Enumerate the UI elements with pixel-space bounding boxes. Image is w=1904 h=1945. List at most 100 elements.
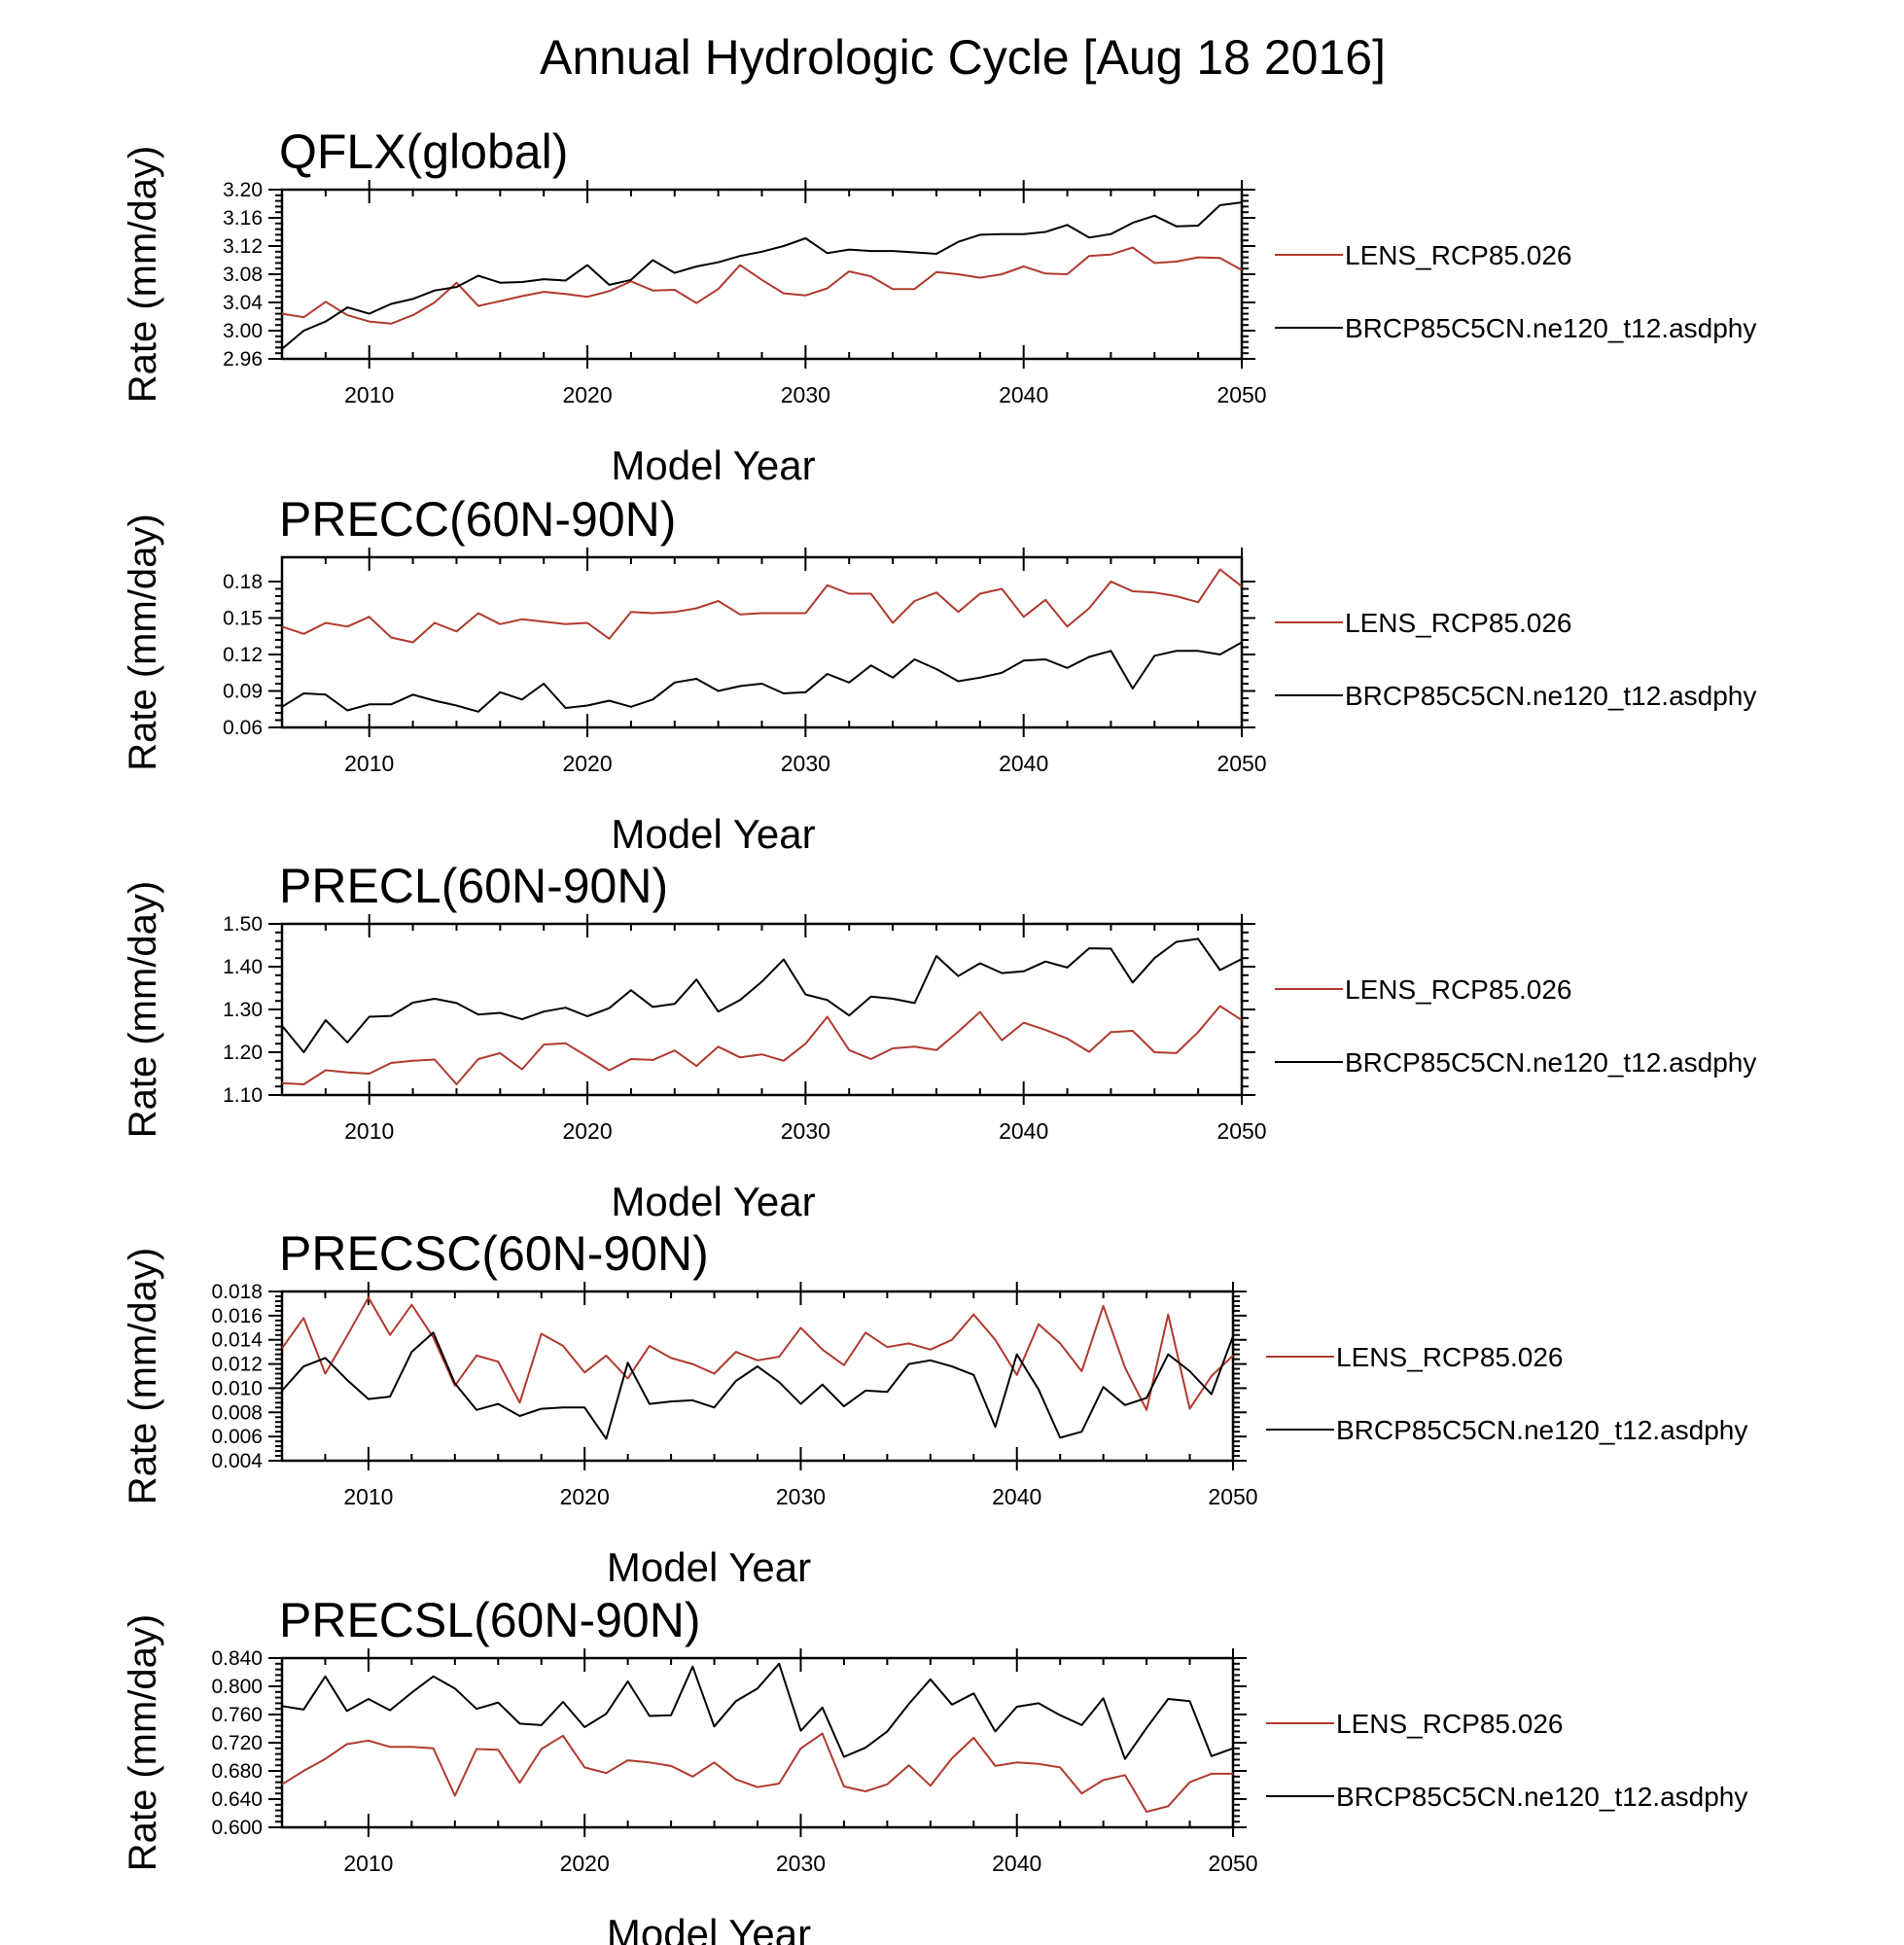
y-tick-label: 3.20 — [223, 179, 263, 201]
y-tick-label: 3.16 — [223, 207, 263, 230]
y-tick-label: 3.04 — [223, 292, 263, 314]
legend-label: BRCP85C5CN.ne120_t12.asdphy — [1336, 1415, 1747, 1445]
y-tick-label: 0.012 — [211, 1354, 263, 1376]
y-tick-label: 0.006 — [211, 1426, 263, 1448]
y-axis-label: Rate (mm/day) — [122, 881, 164, 1139]
y-tick-label: 0.15 — [223, 608, 263, 630]
x-tick-label: 2020 — [562, 382, 612, 407]
y-axis-label: Rate (mm/day) — [122, 1614, 164, 1872]
x-tick-label: 2010 — [344, 751, 394, 776]
series-line-0 — [281, 1732, 1233, 1813]
y-tick-label: 0.004 — [211, 1450, 263, 1472]
plot-frame — [280, 188, 1244, 361]
y-tick-label: 0.09 — [223, 681, 263, 703]
x-tick-label: 2050 — [1216, 751, 1266, 776]
x-axis-label: Model Year — [611, 811, 815, 857]
x-tick-label: 2010 — [344, 382, 394, 407]
legend-label: LENS_RCP85.026 — [1336, 1709, 1563, 1739]
series-line-1 — [281, 1662, 1234, 1760]
x-tick-label: 2010 — [343, 1484, 393, 1509]
y-tick-label: 0.016 — [211, 1305, 263, 1327]
x-axis-label: Model Year — [607, 1911, 811, 1945]
y-tick-label: 0.840 — [211, 1647, 263, 1670]
x-tick-label: 2050 — [1208, 1484, 1257, 1509]
y-tick-label: 2.96 — [223, 348, 263, 371]
y-tick-label: 1.30 — [223, 999, 263, 1021]
x-tick-label: 2030 — [776, 1851, 826, 1876]
legend-label: LENS_RCP85.026 — [1345, 608, 1571, 638]
x-tick-label: 2040 — [999, 751, 1048, 776]
x-tick-label: 2020 — [560, 1851, 610, 1876]
panel-title: PRECC(60N-90N) — [279, 492, 676, 547]
x-tick-label: 2010 — [343, 1851, 393, 1876]
legend-label: LENS_RCP85.026 — [1345, 240, 1571, 270]
x-tick-label: 2040 — [999, 1118, 1048, 1144]
x-axis-label: Model Year — [607, 1544, 811, 1590]
plot-frame — [280, 1290, 1235, 1463]
series-line-0 — [281, 1005, 1243, 1085]
panel-title: PRECL(60N-90N) — [279, 859, 668, 913]
legend-label: LENS_RCP85.026 — [1336, 1342, 1563, 1372]
legend-label: BRCP85C5CN.ne120_t12.asdphy — [1345, 313, 1756, 343]
series-line-1 — [281, 201, 1243, 350]
panel-title: QFLX(global) — [279, 124, 568, 179]
x-axis-label: Model Year — [611, 1179, 815, 1224]
y-axis-label: Rate (mm/day) — [122, 1248, 164, 1505]
x-tick-label: 2050 — [1208, 1851, 1257, 1876]
y-tick-label: 0.014 — [211, 1329, 263, 1352]
legend-label: BRCP85C5CN.ne120_t12.asdphy — [1345, 1047, 1756, 1078]
x-tick-label: 2030 — [781, 751, 830, 776]
series-line-1 — [281, 937, 1243, 1053]
y-axis-label: Rate (mm/day) — [122, 513, 164, 771]
y-tick-label: 0.600 — [211, 1817, 263, 1839]
main-title: Annual Hydrologic Cycle [Aug 18 2016] — [540, 30, 1386, 85]
y-tick-label: 0.680 — [211, 1760, 263, 1783]
panel-1: PRECC(60N-90N) 2010 2020 2030 2040 2050 0.06 0.… — [122, 492, 1756, 857]
y-tick-label: 1.20 — [223, 1042, 263, 1064]
x-tick-label: 2050 — [1216, 1118, 1266, 1144]
y-tick-label: 0.640 — [211, 1788, 263, 1811]
legend-label: LENS_RCP85.026 — [1345, 974, 1571, 1005]
x-tick-label: 2020 — [562, 751, 612, 776]
panel-2: PRECL(60N-90N) 2010 2020 2030 2040 2050 1.10 1.… — [122, 859, 1756, 1224]
x-tick-label: 2010 — [344, 1118, 394, 1144]
y-tick-label: 0.720 — [211, 1732, 263, 1754]
series-line-0 — [281, 1296, 1234, 1411]
x-tick-label: 2040 — [999, 382, 1048, 407]
y-tick-label: 0.18 — [223, 571, 263, 593]
panel-title: PRECSL(60N-90N) — [279, 1593, 700, 1647]
x-tick-label: 2050 — [1216, 382, 1266, 407]
y-tick-label: 0.12 — [223, 644, 263, 666]
x-tick-label: 2040 — [992, 1484, 1041, 1509]
series-line-0 — [281, 568, 1243, 644]
y-tick-label: 0.018 — [211, 1281, 263, 1303]
x-tick-label: 2020 — [560, 1484, 610, 1509]
y-tick-label: 3.00 — [223, 320, 263, 342]
panels: QFLX(global) 2010 2020 2030 2040 2050 2.96 3.00… — [122, 124, 1756, 1945]
y-tick-label: 0.010 — [211, 1377, 263, 1399]
plot-frame — [280, 922, 1244, 1097]
y-tick-label: 1.40 — [223, 956, 263, 978]
y-tick-label: 3.08 — [223, 264, 263, 286]
y-axis-label: Rate (mm/day) — [122, 146, 164, 404]
legend-label: BRCP85C5CN.ne120_t12.asdphy — [1345, 681, 1756, 711]
x-tick-label: 2030 — [776, 1484, 826, 1509]
y-tick-label: 0.800 — [211, 1676, 263, 1698]
series-line-0 — [281, 246, 1243, 325]
panel-4: PRECSL(60N-90N) 2010 2020 2030 2040 2050 0.600… — [122, 1593, 1747, 1945]
y-tick-label: 0.008 — [211, 1401, 263, 1424]
legend-label: BRCP85C5CN.ne120_t12.asdphy — [1336, 1782, 1747, 1812]
series-line-1 — [281, 641, 1243, 713]
series-line-1 — [281, 1331, 1234, 1440]
y-tick-label: 1.50 — [223, 913, 263, 936]
panel-0: QFLX(global) 2010 2020 2030 2040 2050 2.96 3.00… — [122, 124, 1756, 488]
panel-title: PRECSC(60N-90N) — [279, 1226, 709, 1281]
y-tick-label: 3.12 — [223, 235, 263, 258]
panel-3: PRECSC(60N-90N) 2010 2020 2030 2040 2050 0.004… — [122, 1226, 1747, 1590]
x-tick-label: 2020 — [562, 1118, 612, 1144]
x-tick-label: 2030 — [781, 1118, 830, 1144]
plot-frame — [280, 555, 1244, 729]
y-tick-label: 1.10 — [223, 1084, 263, 1107]
y-tick-label: 0.06 — [223, 717, 263, 739]
